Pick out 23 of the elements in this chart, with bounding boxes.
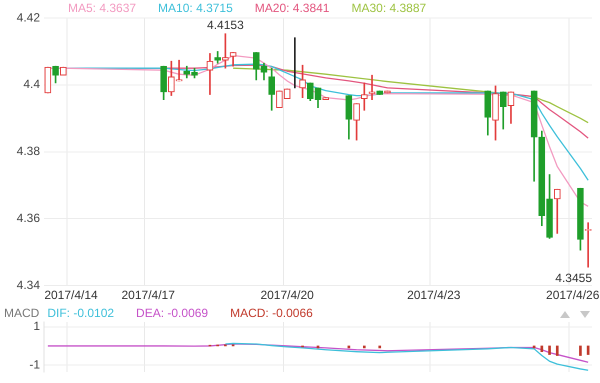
text: MACD: -0.0066 — [230, 306, 313, 320]
candlestick — [206, 53, 214, 95]
y-tick-label: 4.36 — [16, 211, 40, 226]
text: MA5: 4.3637 — [68, 1, 136, 15]
text: MA10: 4.3715 — [158, 1, 233, 15]
text: MA30: 4.3887 — [351, 1, 426, 15]
chart-title: MACD — [4, 306, 40, 320]
text: DIF: -0.0102 — [47, 306, 114, 320]
x-tick-label: 2017/4/20 — [260, 288, 314, 302]
annotation: 4.3455 — [555, 270, 592, 285]
text: DEA: -0.0069 — [136, 306, 208, 320]
y-tick-label: 4.38 — [16, 144, 40, 158]
y-tick-label: -1 — [29, 357, 40, 372]
y-tick-label: 1 — [33, 319, 40, 334]
x-tick-label: 2017/4/14 — [44, 288, 98, 302]
y-tick-label: 4.42 — [16, 10, 40, 24]
x-tick-label: 2017/4/26 — [546, 288, 600, 302]
x-tick-label: 2017/4/17 — [122, 288, 176, 302]
y-tick-label: 4.4 — [23, 77, 40, 92]
annotation: 4.4153 — [207, 18, 244, 32]
y-tick-label: 4.34 — [16, 278, 40, 292]
text: MA20: 4.3841 — [254, 1, 330, 15]
x-tick-label: 2017/4/23 — [407, 288, 461, 302]
